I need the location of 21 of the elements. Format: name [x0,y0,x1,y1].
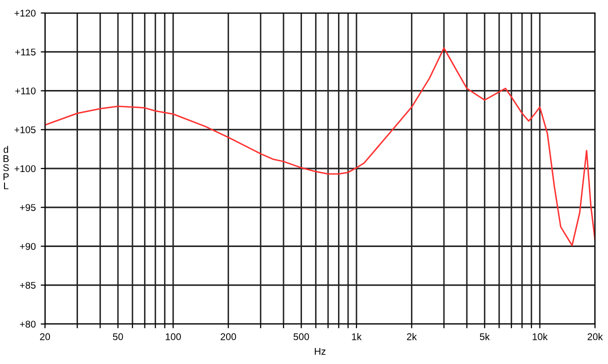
y-tick-label: +100 [14,165,36,172]
y-tick-label: +105 [14,126,36,134]
x-axis-title: Hz [314,348,326,355]
x-tick-label: 10k [532,333,548,340]
x-tick-label: 1k [352,333,362,340]
y-tick-label: +120 [14,10,36,17]
x-tick-label: 100 [166,333,181,340]
y-tick-label: +90 [20,242,36,250]
x-tick-label: 200 [220,333,236,340]
y-tick-label: +85 [20,282,36,289]
y-tick-label: +110 [15,87,36,94]
x-tick-label: 2k [407,333,417,340]
y-tick-label: +115 [15,48,36,56]
y-axis-title: d B S P L [3,146,9,190]
y-tick-label: +80 [20,320,36,328]
y-tick-label: +95 [20,204,36,211]
x-tick-label: 50 [112,333,123,340]
x-tick-label: 20k [588,333,603,340]
x-tick-label: 20 [40,333,50,340]
x-tick-label: 5k [480,333,490,340]
x-tick-label: 500 [294,333,310,340]
